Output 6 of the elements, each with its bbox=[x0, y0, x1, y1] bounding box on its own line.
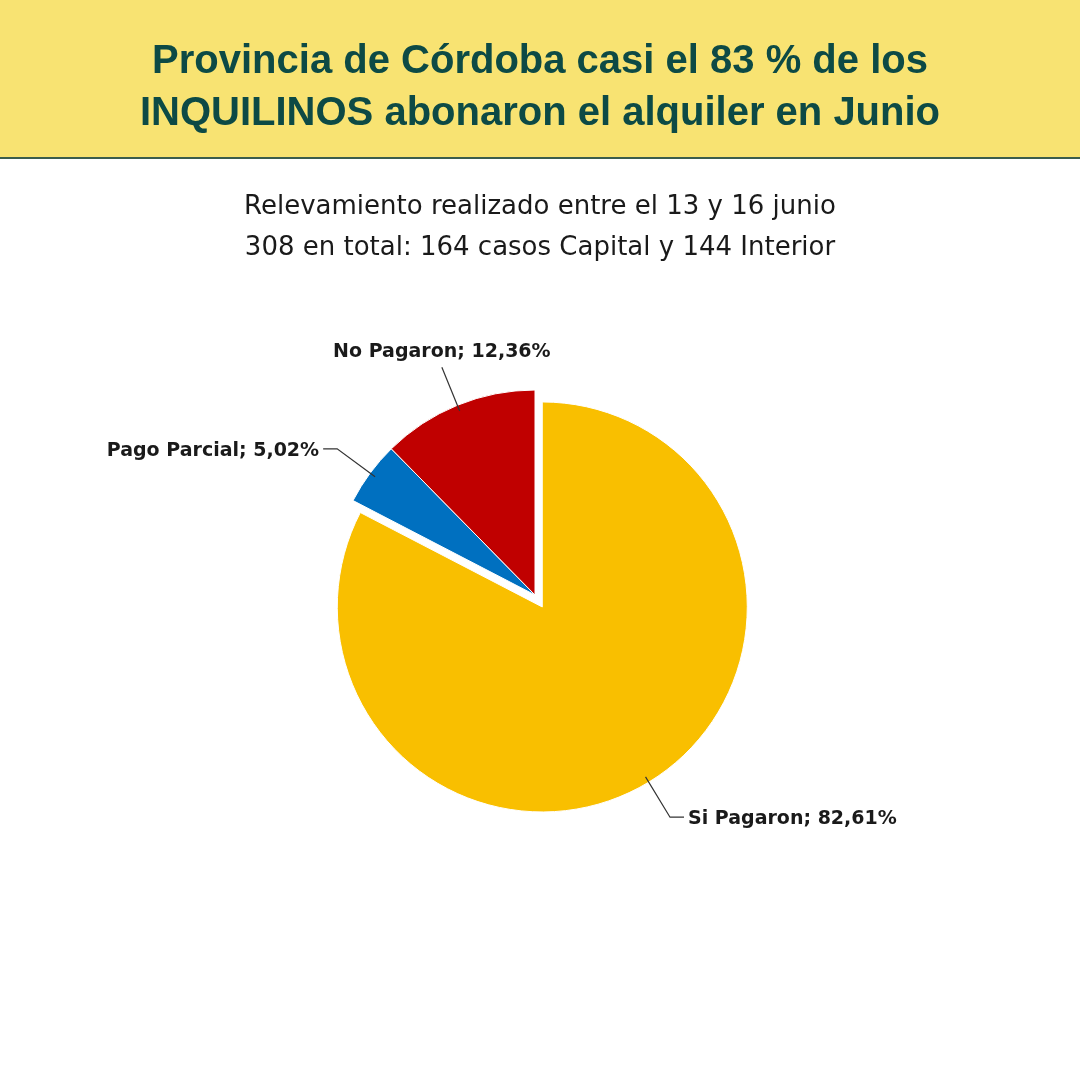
text: 308 en total: 164 casos Capital y 144 Interior bbox=[244, 231, 836, 261]
slice-label: Si Pagaron; 82,61% bbox=[688, 806, 897, 829]
chart-title: Provincia de Córdoba casi el 83 % de los INQUILINOS abonaron el alquiler en Junio bbox=[139, 37, 941, 133]
chart-subtitle: Relevamiento realizado entre el 13 y 16 junio bbox=[244, 190, 836, 220]
slice-label: No Pagaron; 12,36% bbox=[333, 339, 551, 362]
slice-label: Pago Parcial; 5,02% bbox=[106, 437, 320, 460]
